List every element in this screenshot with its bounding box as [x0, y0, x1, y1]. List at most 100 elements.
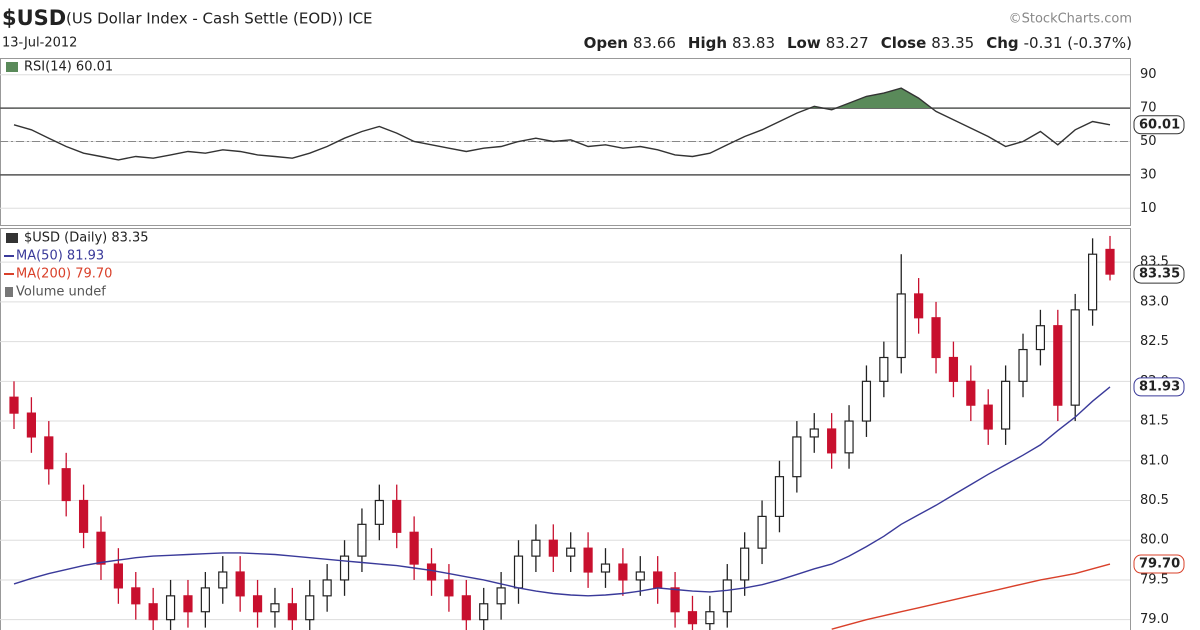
candle-body	[653, 571, 663, 589]
candle-body	[61, 468, 71, 502]
candle-body	[1053, 325, 1063, 406]
y-tick-label: 10	[1140, 201, 1157, 216]
candle-body	[1070, 309, 1080, 406]
candle-body	[583, 547, 593, 573]
candle-body	[757, 515, 767, 549]
candle-body	[322, 579, 332, 597]
legend-label: Volume undef	[16, 285, 106, 300]
candle-body	[844, 420, 854, 454]
value-tag	[1133, 264, 1185, 284]
candle-body	[722, 579, 732, 613]
y-tick-label: 83.0	[1140, 294, 1169, 309]
y-tick-label: 30	[1140, 167, 1157, 182]
candle-body	[305, 595, 315, 621]
moving-average	[13, 386, 1111, 597]
y-tick-label: 80.5	[1140, 493, 1169, 508]
candle-body	[287, 603, 297, 621]
candle-body	[896, 293, 906, 359]
panel-title: $USD (Daily) 83.35	[24, 231, 149, 246]
candle-body	[409, 531, 419, 565]
value-tag-label: 83.35	[1139, 267, 1180, 282]
candle-body	[914, 293, 924, 319]
symbol: $USD	[2, 6, 66, 30]
panel-icon	[6, 233, 18, 243]
candle-body	[426, 563, 437, 581]
candle-body	[131, 587, 141, 605]
overbought-fill	[809, 88, 932, 109]
candle-body	[966, 380, 976, 406]
quote-value: 83.35	[931, 34, 974, 52]
quote: Open 83.66 High 83.83 Low 83.27 Close 83.35 Chg -…	[584, 34, 1132, 52]
candle-body	[513, 555, 524, 589]
y-tick-label: 81.0	[1140, 453, 1169, 468]
value-tag	[1133, 554, 1185, 574]
candle-body	[687, 611, 698, 625]
candle-body	[774, 476, 785, 517]
candle-body	[548, 539, 558, 557]
candle-body	[113, 563, 123, 589]
legend-label: MA(50) 81.93	[16, 249, 104, 264]
candle-body	[235, 571, 245, 597]
legend-swatch	[5, 287, 13, 297]
candle-body	[200, 587, 210, 613]
candle-body	[983, 404, 993, 430]
candle-body	[827, 428, 837, 454]
candle-body	[809, 428, 819, 438]
panel-title: RSI(14) 60.01	[24, 60, 113, 75]
legend-label: MA(200) 79.70	[16, 267, 112, 282]
plot	[0, 74, 1130, 209]
y-tick-label: 79.0	[1140, 612, 1169, 627]
quote-label: Chg	[986, 34, 1018, 52]
candle-body	[1001, 380, 1011, 430]
quote-label: High	[688, 34, 727, 52]
quote-value: 83.66	[633, 34, 676, 52]
candle-body	[531, 539, 541, 557]
date: 13-Jul-2012	[2, 36, 77, 51]
quote-label: Open	[584, 34, 628, 52]
value-tag	[1133, 377, 1185, 397]
panel-icon	[6, 62, 18, 72]
candle-body	[879, 356, 889, 382]
moving-average	[831, 563, 1111, 630]
candle-body	[600, 563, 611, 573]
y-tick-label: 70	[1140, 101, 1157, 116]
y-tick-label: 81.5	[1140, 414, 1169, 429]
candle-body	[479, 603, 489, 621]
value-tag	[1133, 115, 1185, 135]
y-tick-label: 80.0	[1140, 533, 1169, 548]
value-tag-label: 81.93	[1139, 379, 1180, 394]
y-tick-label: 79.5	[1140, 572, 1169, 587]
quote-value: -0.31 (-0.37%)	[1024, 34, 1132, 52]
candle-body	[392, 499, 402, 533]
quote-value: 83.27	[826, 34, 869, 52]
candle-body	[444, 579, 454, 597]
candle-body	[374, 499, 384, 525]
candle-body	[670, 587, 680, 613]
candle-body	[496, 587, 506, 605]
value-tag-label: 79.70	[1139, 557, 1180, 572]
candle-body	[183, 595, 193, 613]
y-tick-label: 50	[1140, 134, 1157, 149]
candle-body	[78, 499, 89, 533]
panel	[0, 228, 1131, 630]
candle-body	[705, 611, 715, 625]
y-tick-label: 82.5	[1140, 334, 1169, 349]
candle-body	[96, 531, 106, 565]
candle-body	[218, 571, 228, 589]
candle-body	[252, 595, 263, 613]
credit: ©StockCharts.com	[1009, 12, 1132, 27]
candle-body	[948, 356, 959, 382]
y-tick-label: 90	[1140, 67, 1157, 82]
candle-body	[635, 571, 645, 581]
candle-body	[740, 547, 750, 581]
candle-body	[9, 396, 19, 414]
candle-body	[148, 603, 158, 621]
candle-body	[165, 595, 176, 621]
candle-body	[861, 380, 872, 422]
quote-label: Low	[787, 34, 821, 52]
candle-body	[270, 603, 280, 613]
candle-body	[618, 563, 628, 581]
candle-body	[357, 523, 367, 557]
candle-body	[1088, 253, 1098, 311]
